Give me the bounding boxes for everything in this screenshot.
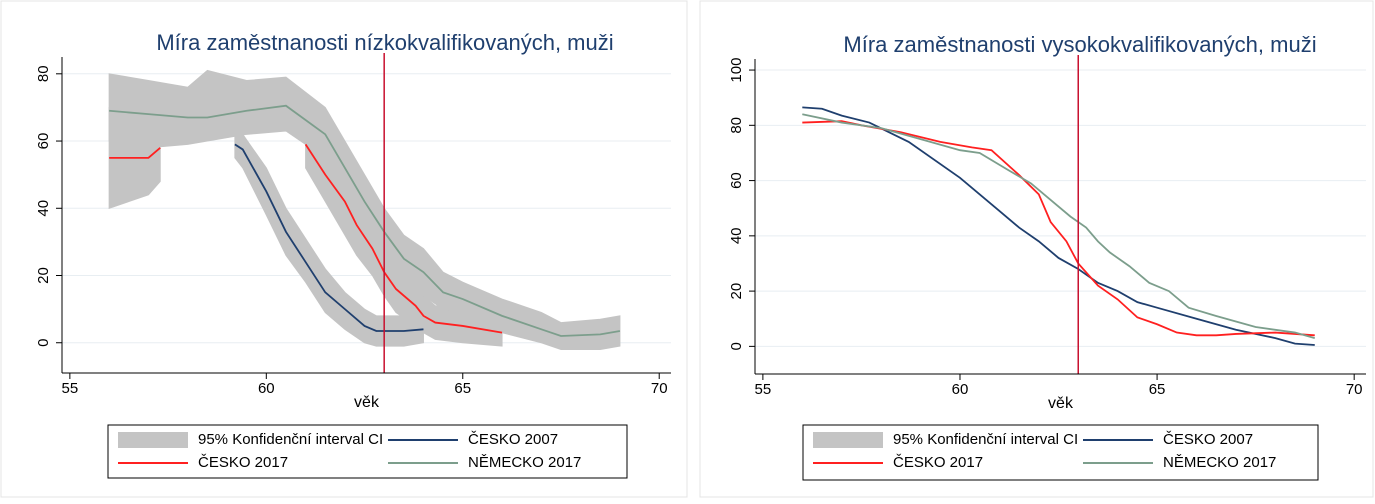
ci-band xyxy=(234,130,424,347)
x-tick-label: 60 xyxy=(952,381,969,398)
y-tick-label: 40 xyxy=(35,200,52,217)
legend-label: 95% Konfidenční interval CI xyxy=(198,431,383,448)
legend-label: ČESKO 2007 xyxy=(468,431,558,448)
y-tick-label: 40 xyxy=(728,227,745,244)
y-tick-label: 0 xyxy=(35,339,52,347)
legend-swatch xyxy=(813,432,883,448)
y-tick-label: 80 xyxy=(728,117,745,134)
x-tick-label: 65 xyxy=(454,380,471,397)
x-tick-label: 55 xyxy=(62,380,79,397)
panel xyxy=(0,0,688,498)
y-tick-label: 60 xyxy=(35,133,52,150)
legend-label: ČESKO 2017 xyxy=(893,454,983,471)
data-line xyxy=(802,120,1315,337)
x-axis-label: věk xyxy=(354,394,380,411)
legend-swatch xyxy=(118,432,188,448)
y-tick-label: 0 xyxy=(728,342,745,350)
x-tick-label: 70 xyxy=(1346,381,1363,398)
panel xyxy=(699,0,1374,498)
chart-title: Míra zaměstnanosti vysokokvalifikovaných… xyxy=(843,32,1316,57)
legend xyxy=(107,424,628,479)
x-tick-label: 70 xyxy=(651,380,668,397)
x-tick-label: 55 xyxy=(755,381,772,398)
y-tick-label: 20 xyxy=(728,283,745,300)
ci-band xyxy=(108,69,621,350)
legend-label: NĚMECKO 2017 xyxy=(1163,454,1276,471)
y-tick-label: 80 xyxy=(35,65,52,82)
data-line xyxy=(109,143,503,334)
legend-label: 95% Konfidenční interval CI xyxy=(893,431,1078,448)
y-tick-label: 20 xyxy=(35,267,52,284)
chart-title: Míra zaměstnanosti nízkokvalifikovaných,… xyxy=(156,30,613,55)
legend-label: ČESKO 2007 xyxy=(1163,431,1253,448)
legend-label: ČESKO 2017 xyxy=(198,454,288,471)
legend xyxy=(802,424,1319,481)
data-line xyxy=(802,106,1315,346)
legend-label: NĚMECKO 2017 xyxy=(468,454,581,471)
data-line xyxy=(802,113,1315,339)
y-tick-label: 60 xyxy=(728,172,745,189)
data-line xyxy=(234,143,424,332)
x-tick-label: 65 xyxy=(1149,381,1166,398)
x-axis-label: věk xyxy=(1048,395,1074,412)
x-tick-label: 60 xyxy=(258,380,275,397)
y-tick-label: 100 xyxy=(728,58,745,83)
